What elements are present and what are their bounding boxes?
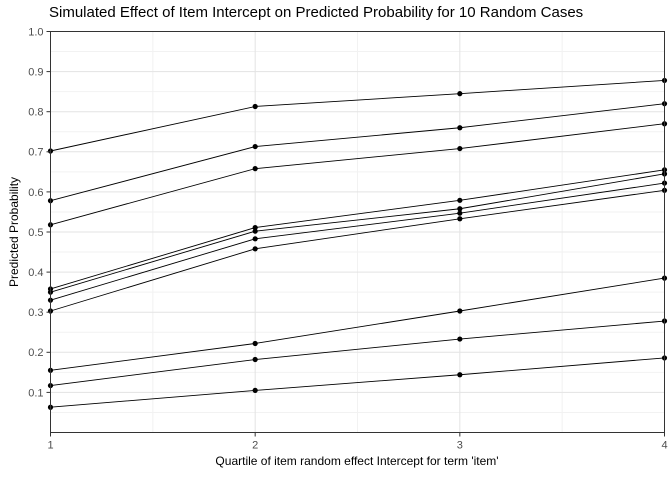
data-point-case-8-q3 [457, 308, 463, 314]
data-point-case-5-q3 [457, 206, 463, 212]
data-point-case-9-q2 [252, 356, 258, 363]
series-line-case-3 [50, 123, 665, 226]
data-point-case-2-q3 [457, 125, 463, 131]
y-tick-label: 0.8 [28, 107, 43, 119]
data-point-case-8-q2 [252, 340, 258, 347]
chart-title: Simulated Effect of Item Intercept on Pr… [49, 4, 584, 21]
y-tick-label: 0.5 [28, 227, 43, 239]
y-tick-label: 0.1 [28, 387, 43, 399]
data-point-case-6-q3 [457, 210, 463, 216]
y-tick-label: 0.6 [28, 187, 43, 199]
series-line-case-9 [50, 320, 665, 387]
data-point-case-7-q3 [457, 216, 463, 222]
series-line-case-8 [50, 277, 665, 371]
y-tick-label: 0.9 [28, 66, 43, 78]
series-line-case-6 [50, 182, 665, 301]
x-axis-title: Quartile of item random effect Intercept… [215, 454, 499, 468]
x-tick-label: 3 [457, 440, 463, 452]
data-point-case-10-q3 [457, 372, 463, 378]
data-point-case-10-q2 [252, 387, 258, 393]
data-point-case-2-q2 [252, 143, 258, 150]
data-point-case-3-q3 [457, 145, 463, 152]
data-point-case-4-q2 [252, 224, 258, 231]
data-point-case-6-q2 [252, 236, 258, 242]
data-point-case-3-q2 [252, 166, 258, 172]
series-line-case-5 [50, 173, 665, 293]
x-tick-label: 4 [661, 440, 667, 452]
series-line-case-7 [50, 189, 665, 312]
data-point-case-4-q3 [457, 197, 463, 203]
x-tick-label: 1 [47, 440, 53, 452]
data-point-case-1-q2 [252, 103, 258, 110]
y-tick-label: 1.0 [28, 26, 43, 38]
data-point-case-7-q2 [252, 246, 258, 252]
y-tick-label: 0.2 [28, 347, 43, 359]
x-tick-label: 2 [252, 440, 258, 452]
y-tick-label: 0.3 [28, 307, 43, 319]
data-point-case-5-q2 [252, 228, 258, 234]
y-axis-title: Predicted Probability [7, 176, 21, 288]
series-line-case-10 [50, 357, 665, 408]
y-tick-label: 0.4 [28, 267, 43, 279]
y-tick-label: 0.7 [28, 147, 43, 159]
series-line-case-1 [50, 79, 665, 152]
series-line-case-2 [50, 103, 665, 202]
series-line-case-4 [50, 169, 665, 290]
data-point-case-1-q3 [457, 91, 463, 97]
data-point-case-9-q3 [457, 336, 463, 342]
